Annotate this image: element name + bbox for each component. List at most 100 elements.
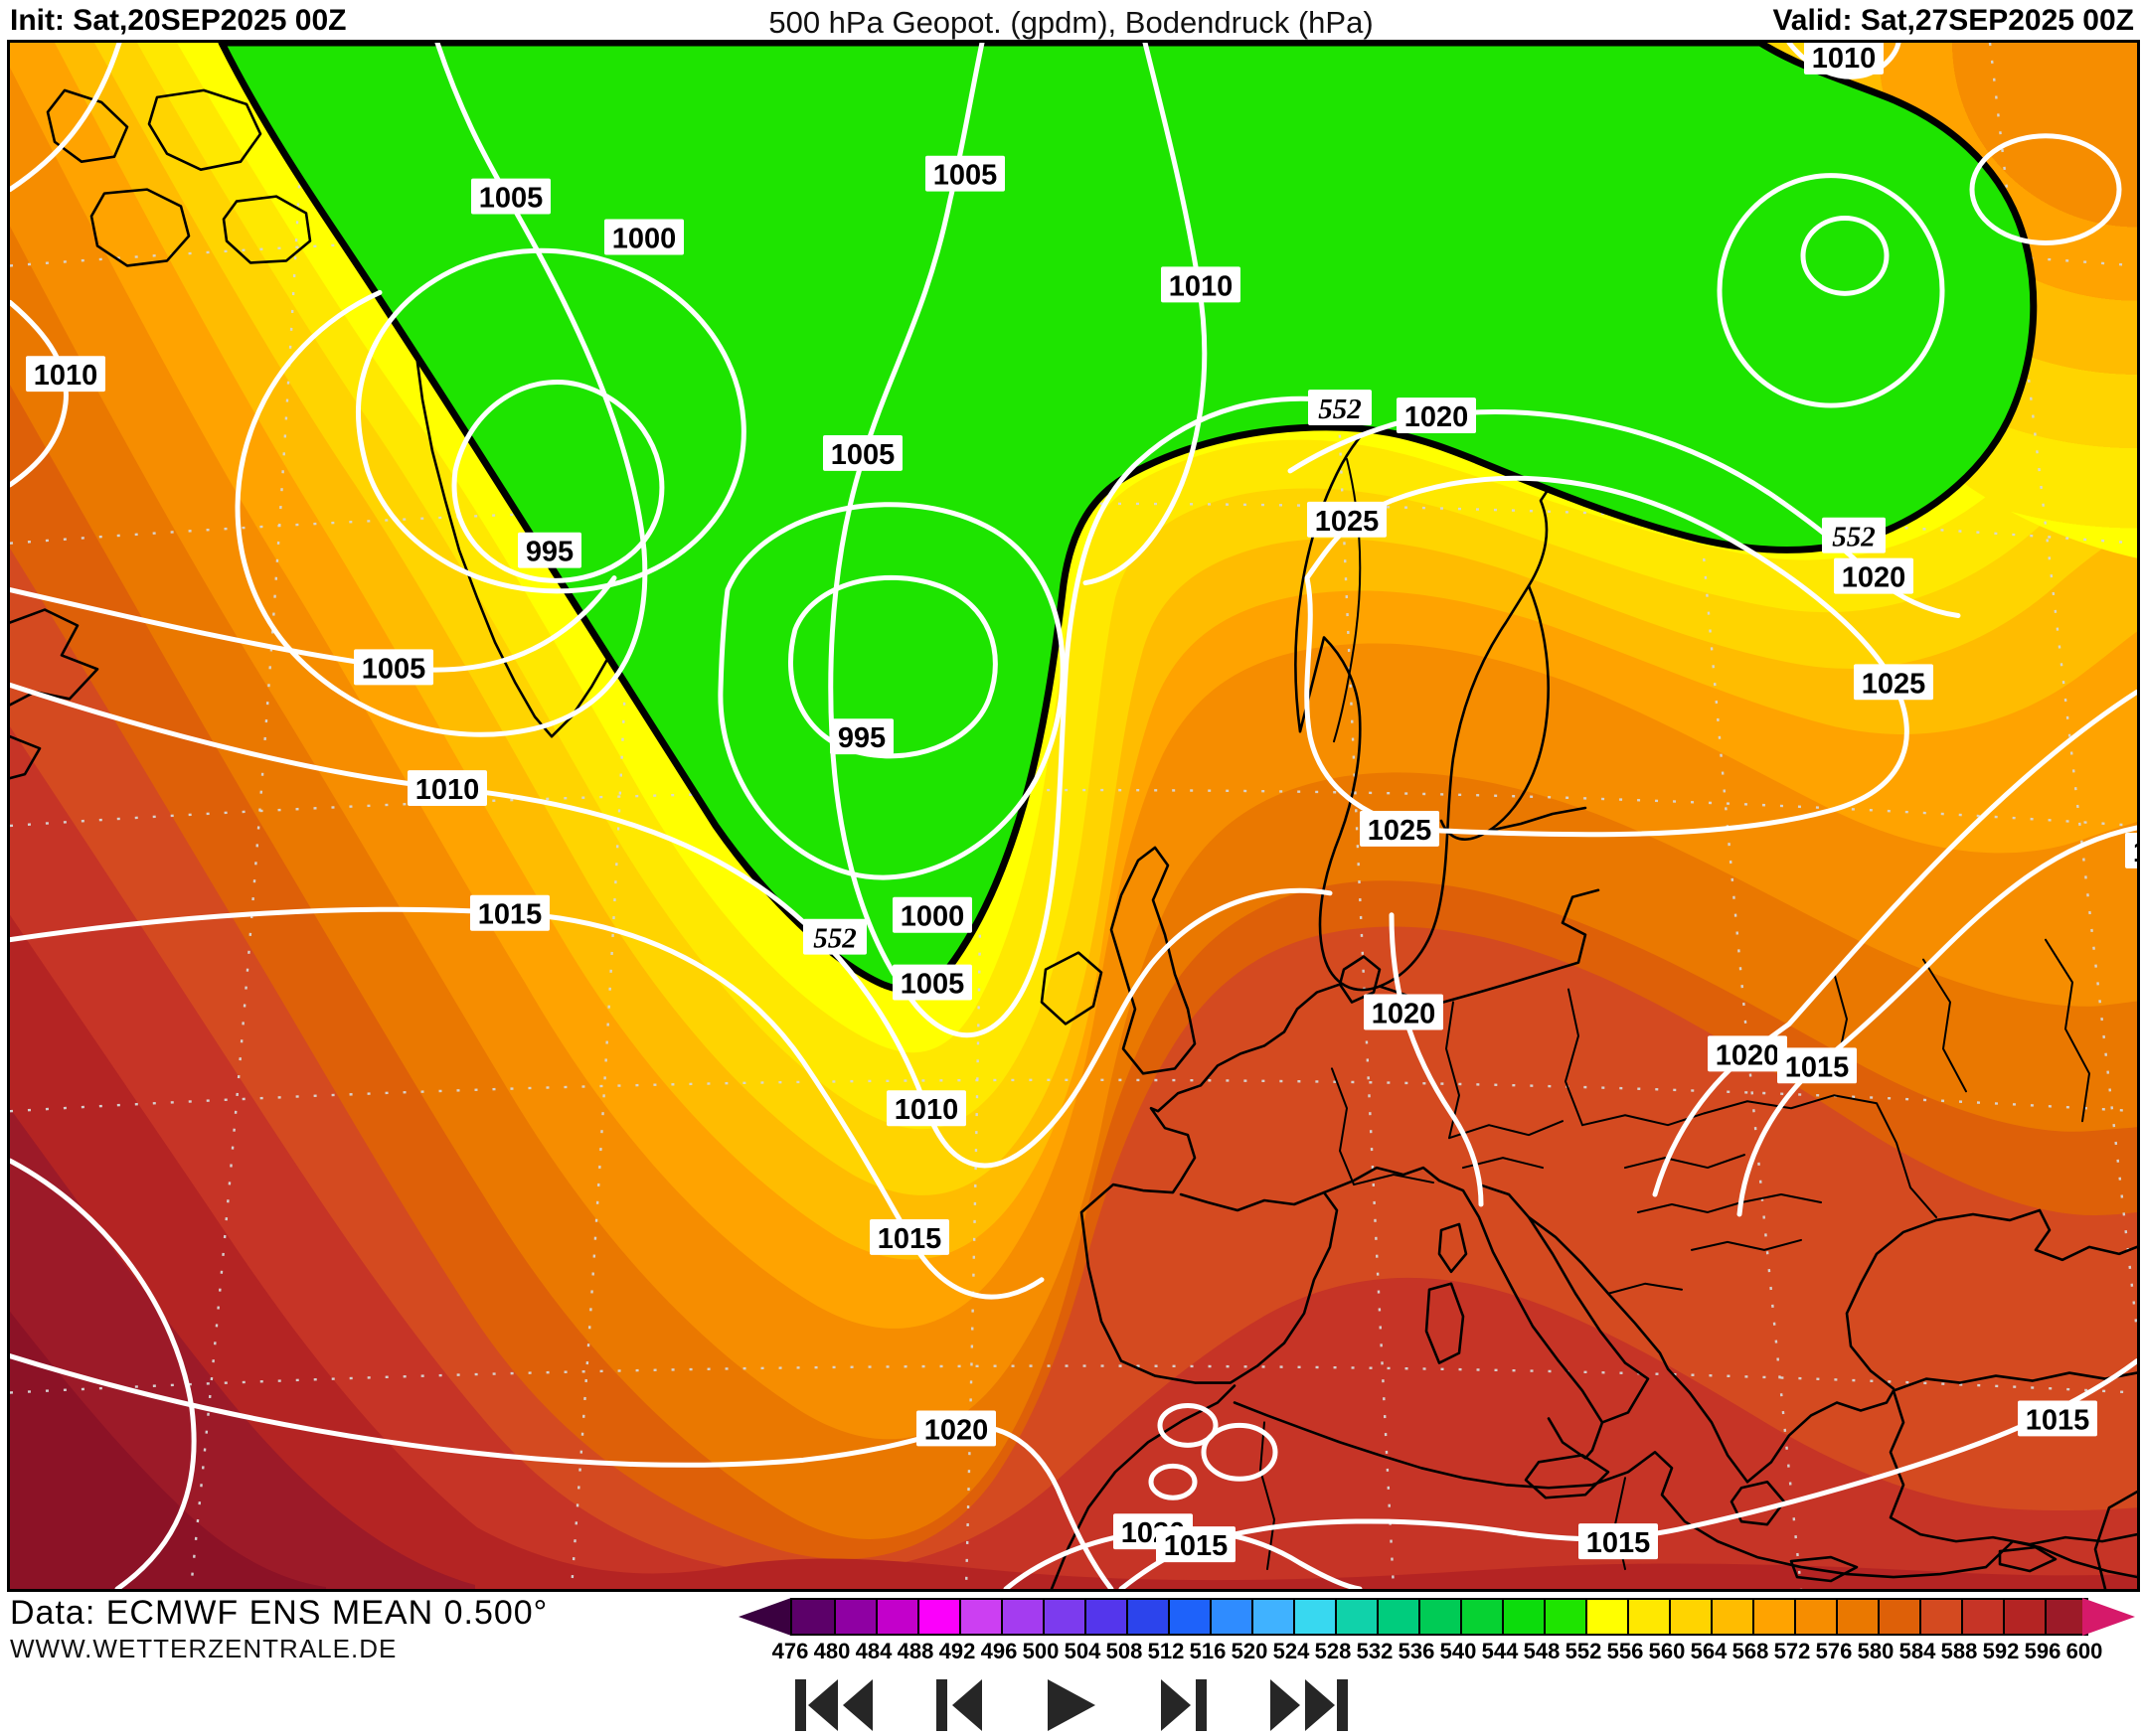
colorbar-tick: 496: [980, 1639, 1018, 1663]
svg-text:1010: 1010: [415, 774, 480, 806]
colorbar-tick: 520: [1231, 1639, 1268, 1663]
pressure-label-1015: 1015: [870, 1218, 949, 1255]
colorbar-cell-568: [1752, 1600, 1794, 1634]
weather-map: 1005 1000 1005 1010 1010 1010 1020 1025 1020 1005…: [7, 40, 2140, 1592]
svg-text:1015: 1015: [878, 1223, 942, 1255]
weather-map-canvas: 1005 1000 1005 1010 1010 1010 1020 1025 1020 1005…: [10, 43, 2137, 1589]
colorbar-cell-576: [1836, 1600, 1878, 1634]
svg-text:1015: 1015: [1785, 1051, 1850, 1083]
colorbar-tick: 584: [1898, 1639, 1936, 1663]
colorbar-tick: 484: [855, 1639, 893, 1663]
colorbar-legend: 476 480 484 488 492 496 500 504 508 512 516 520 524 5…: [739, 1598, 2136, 1663]
colorbar-cell-496: [1001, 1600, 1043, 1634]
svg-text:1025: 1025: [1862, 668, 1926, 700]
step-forward-icon: [1160, 1679, 1207, 1731]
geopotential-label-552: 552: [1308, 390, 1372, 425]
colorbar-cell-488: [917, 1600, 959, 1634]
colorbar-tick: 548: [1523, 1639, 1561, 1663]
colorbar-tick: 592: [1982, 1639, 2020, 1663]
svg-text:1020: 1020: [1716, 1039, 1780, 1071]
skip-to-start-button[interactable]: [793, 1677, 879, 1733]
colorbar-cell-592: [2003, 1600, 2045, 1634]
pressure-label-1015: 1015: [2018, 1400, 2097, 1436]
pressure-label-1025: 1025: [1307, 501, 1387, 538]
svg-text:10: 10: [2133, 837, 2137, 868]
animation-controls: [0, 1677, 2142, 1733]
colorbar-cell-480: [834, 1600, 876, 1634]
colorbar-tick: 492: [938, 1639, 976, 1663]
colorbar-tick: 540: [1439, 1639, 1477, 1663]
svg-text:552: 552: [1318, 394, 1361, 425]
pressure-label-1020: 1020: [1397, 397, 1476, 433]
step-forward-button[interactable]: [1155, 1677, 1209, 1733]
svg-text:1010: 1010: [895, 1094, 959, 1126]
colorbar-tick: 476: [771, 1639, 809, 1663]
pressure-label-1005: 1005: [893, 964, 972, 1001]
pressure-label-1000: 1000: [893, 896, 972, 933]
svg-text:1005: 1005: [933, 160, 998, 192]
colorbar-tick: 500: [1022, 1639, 1060, 1663]
svg-text:1000: 1000: [612, 224, 677, 255]
pressure-label-1020: 1020: [1708, 1035, 1787, 1071]
svg-text:1010: 1010: [34, 360, 98, 392]
data-source: Data: ECMWF ENS MEAN 0.500°: [10, 1594, 549, 1632]
svg-text:1025: 1025: [1368, 815, 1432, 847]
colorbar-tick: 508: [1105, 1639, 1143, 1663]
step-back-button[interactable]: [934, 1677, 988, 1733]
svg-text:1000: 1000: [901, 901, 965, 933]
colorbar-cell-520: [1251, 1600, 1293, 1634]
svg-text:1015: 1015: [1586, 1527, 1651, 1559]
play-button[interactable]: [1044, 1677, 1099, 1733]
svg-text:1020: 1020: [1404, 401, 1469, 433]
valid-time: Valid: Sat,27SEP2025 00Z: [1772, 4, 2134, 37]
colorbar-cell-556: [1627, 1600, 1669, 1634]
colorbar-cell-560: [1669, 1600, 1711, 1634]
svg-text:1005: 1005: [479, 183, 544, 215]
colorbar-tick: 528: [1314, 1639, 1352, 1663]
colorbar-tick: 600: [2065, 1639, 2103, 1663]
chart-title: 500 hPa Geopot. (gpdm), Bodendruck (hPa): [768, 5, 1374, 40]
svg-text:1015: 1015: [478, 899, 543, 931]
colorbar-cell-516: [1210, 1600, 1251, 1634]
svg-text:1010: 1010: [1812, 43, 1877, 75]
colorbar-tick: 516: [1189, 1639, 1227, 1663]
svg-text:1025: 1025: [1315, 506, 1380, 538]
pressure-label-1000: 1000: [604, 219, 684, 255]
website: WWW.WETTERZENTRALE.DE: [10, 1634, 398, 1663]
header: Init: Sat,20SEP2025 00Z 500 hPa Geopot. …: [0, 0, 2142, 40]
colorbar-right-arrow-icon: [2082, 1598, 2135, 1636]
colorbar-cell-548: [1544, 1600, 1585, 1634]
colorbar-tick: 596: [2024, 1639, 2061, 1663]
geopotential-label-552: 552: [803, 918, 867, 955]
colorbar-tick: 488: [897, 1639, 934, 1663]
pressure-label-1015: 1015: [470, 894, 550, 931]
colorbar-cell-512: [1168, 1600, 1210, 1634]
pressure-label-1005: 1005: [354, 649, 433, 685]
colorbar-cell-484: [876, 1600, 917, 1634]
play-icon: [1047, 1679, 1095, 1731]
colorbar-cell-524: [1293, 1600, 1335, 1634]
colorbar-tick: 588: [1940, 1639, 1978, 1663]
colorbar-tick: 568: [1731, 1639, 1769, 1663]
pressure-label-1015: 1015: [1156, 1526, 1236, 1562]
colorbar-cells: [790, 1598, 2088, 1636]
pressure-label-1020: 1020: [1364, 994, 1443, 1029]
geopotential-label-552: 552: [1822, 517, 1886, 553]
colorbar-cell-500: [1043, 1600, 1084, 1634]
svg-text:1020: 1020: [1372, 998, 1436, 1029]
colorbar-cell-476: [792, 1600, 834, 1634]
svg-text:1020: 1020: [1842, 562, 1906, 594]
band-588: [10, 726, 2137, 1589]
colorbar-cell-564: [1711, 1600, 1752, 1634]
colorbar-cell-580: [1878, 1600, 1919, 1634]
colorbar-cell-584: [1919, 1600, 1961, 1634]
pressure-label-995: 995: [830, 718, 894, 754]
colorbar-tick: 512: [1147, 1639, 1185, 1663]
skip-to-end-button[interactable]: [1264, 1677, 1350, 1733]
colorbar-cell-528: [1335, 1600, 1377, 1634]
colorbar-tick: 572: [1773, 1639, 1811, 1663]
colorbar-cell-572: [1794, 1600, 1836, 1634]
pressure-label-1020: 1020: [916, 1410, 996, 1446]
colorbar-cell-492: [959, 1600, 1001, 1634]
colorbar-cell-508: [1126, 1600, 1168, 1634]
